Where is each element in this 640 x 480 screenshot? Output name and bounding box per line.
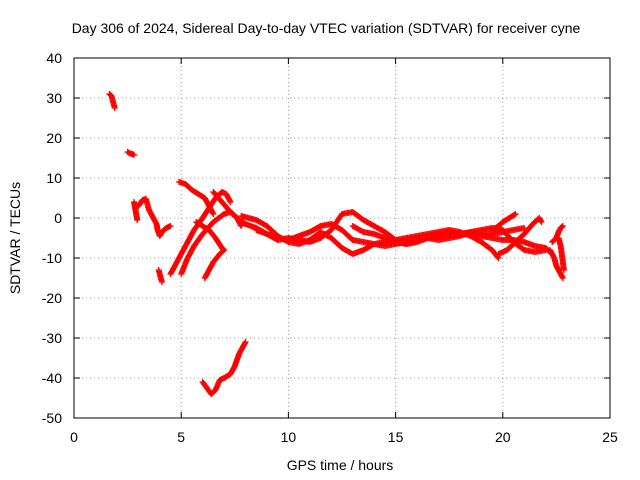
x-tick-label: 5 [177, 429, 185, 445]
series-arc-q [546, 247, 566, 281]
data-point [158, 279, 165, 285]
series-arc-f [167, 189, 234, 277]
series-arc-m [253, 209, 549, 255]
axis-ticks: 0 5 10 15 20 25 -50 -40 -30 -20 -10 0 10 20 30 40 [42, 50, 618, 445]
data-point [227, 199, 234, 205]
data-point [538, 219, 545, 225]
data-point [559, 275, 566, 281]
series-arc-p [489, 211, 519, 233]
data-point [210, 211, 217, 217]
series-arc-d [135, 195, 174, 239]
y-tick-label: -30 [42, 330, 62, 346]
data-point [559, 223, 566, 230]
data-point [559, 223, 566, 229]
data-point [511, 211, 518, 218]
series-arc-j [199, 339, 249, 397]
series-arc-c [131, 199, 141, 223]
series-arc-e [155, 267, 165, 285]
data-point [131, 151, 138, 158]
series-arc-b [124, 149, 138, 158]
series-arc-o [495, 215, 545, 257]
data-point [560, 267, 567, 273]
data-points [106, 91, 567, 397]
x-tick-label: 10 [281, 429, 297, 445]
y-tick-label: 40 [46, 50, 62, 66]
plot-frame [73, 57, 611, 419]
series-arc-i [193, 219, 228, 281]
y-tick-label: 0 [54, 210, 62, 226]
x-tick-label: 15 [388, 429, 404, 445]
data-point [134, 217, 141, 223]
chart-title: Day 306 of 2024, Sidereal Day-to-day VTE… [72, 20, 581, 36]
data-point [201, 275, 208, 281]
data-point [111, 105, 118, 111]
series-arc-g [176, 179, 217, 217]
y-tick-label: -10 [42, 250, 62, 266]
x-axis-label: GPS time / hours [287, 457, 394, 473]
y-tick-label: 10 [46, 170, 62, 186]
y-tick-label: 20 [46, 130, 62, 146]
y-tick-label: -20 [42, 290, 62, 306]
grid-lines [74, 58, 610, 418]
y-tick-label: -50 [42, 410, 62, 426]
data-point [167, 223, 174, 229]
x-tick-label: 20 [495, 429, 511, 445]
data-point [242, 339, 249, 345]
y-tick-label: -40 [42, 370, 62, 386]
x-tick-label: 25 [602, 429, 618, 445]
data-point [512, 211, 519, 217]
series-arc-s [555, 235, 567, 273]
series-arc-a [106, 91, 118, 111]
y-axis-label: SDTVAR / TECUs [7, 182, 23, 294]
y-tick-label: 30 [46, 90, 62, 106]
data-point [494, 254, 501, 260]
series-arc-n [349, 223, 502, 261]
x-tick-label: 0 [70, 429, 78, 445]
